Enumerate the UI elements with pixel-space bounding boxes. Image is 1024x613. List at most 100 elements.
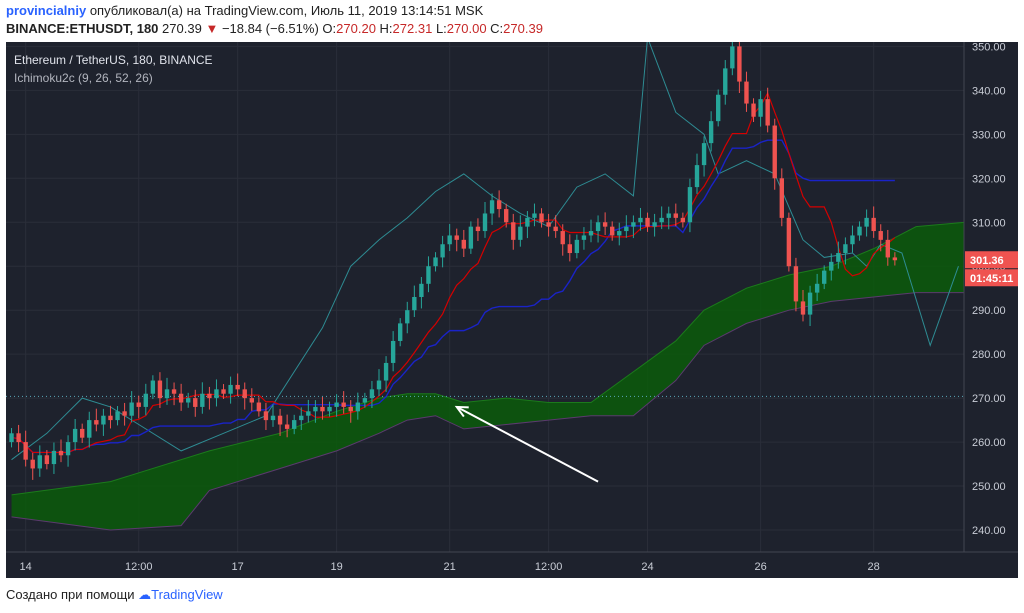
candle-body	[638, 217, 643, 223]
candle	[369, 380, 375, 409]
candle-body	[666, 213, 671, 218]
x-tick-label: 21	[444, 561, 456, 573]
candle-body	[390, 340, 396, 363]
candle-body	[200, 393, 205, 407]
candle-body	[454, 235, 459, 240]
legend-title: Ethereum / TetherUS, 180, BINANCE	[14, 53, 213, 67]
open-value: 270.20	[336, 21, 376, 36]
candle	[822, 265, 827, 290]
author-link[interactable]: provincialniy	[6, 3, 87, 18]
candle	[716, 89, 721, 127]
candle	[765, 87, 770, 133]
candle-body	[369, 389, 375, 399]
candle	[129, 391, 134, 423]
candle	[539, 208, 544, 228]
candle	[624, 215, 629, 238]
candle-body	[645, 217, 650, 227]
candle-body	[807, 292, 813, 315]
candle	[602, 212, 608, 236]
candle	[143, 383, 148, 416]
candle-body	[659, 217, 664, 223]
ichimoku-chart[interactable]: 240.00250.00260.00270.00280.00290.00300.…	[6, 34, 1018, 578]
candle-body	[16, 433, 21, 443]
candle-body	[150, 380, 156, 394]
candle	[461, 229, 466, 257]
y-tick-label: 250.00	[972, 481, 1006, 493]
candle	[652, 213, 657, 237]
candle-body	[758, 99, 763, 117]
candle	[171, 382, 177, 406]
candle	[440, 235, 445, 268]
chart-area[interactable]: 240.00250.00260.00270.00280.00290.00300.…	[6, 34, 1018, 578]
candle	[864, 209, 869, 237]
countdown-tag	[965, 269, 1018, 287]
candle	[588, 219, 594, 243]
candle	[772, 118, 777, 190]
candle	[723, 60, 728, 105]
candle	[51, 442, 57, 474]
candle	[150, 375, 156, 399]
candle-body	[87, 420, 92, 438]
candle	[525, 211, 530, 239]
candle-body	[800, 301, 806, 315]
candle-body	[624, 226, 629, 232]
candle	[737, 39, 742, 93]
candle-body	[673, 213, 678, 218]
candle-body	[617, 231, 622, 236]
candle	[405, 301, 410, 334]
candle	[447, 224, 452, 252]
x-tick-label: 12:00	[125, 561, 153, 573]
candle-body	[327, 406, 332, 412]
candle-body	[843, 244, 848, 254]
candle	[23, 430, 28, 467]
candle-body	[482, 213, 488, 232]
candle-body	[857, 226, 862, 236]
candle	[885, 229, 890, 266]
y-tick-label: 330.00	[972, 129, 1006, 141]
candle-body	[744, 81, 749, 104]
candle	[843, 237, 848, 265]
candle-body	[306, 411, 311, 416]
tradingview-brand-link[interactable]: TradingView	[151, 587, 223, 602]
x-tick-label: 28	[868, 561, 880, 573]
candle-body	[772, 125, 777, 179]
low-label: L:	[435, 21, 447, 36]
candle-body	[504, 209, 509, 223]
candle-body	[475, 226, 481, 232]
candle-body	[447, 235, 452, 245]
candle	[871, 206, 876, 238]
candle	[214, 379, 219, 407]
candle	[433, 252, 438, 272]
candle	[341, 391, 346, 414]
candle	[412, 285, 417, 318]
candle-body	[157, 380, 163, 399]
candle-body	[588, 231, 594, 236]
candle-body	[631, 222, 636, 227]
candle-body	[793, 266, 799, 302]
candle	[475, 218, 481, 241]
countdown-label: 01:45:11	[970, 273, 1013, 285]
candle-body	[737, 46, 742, 82]
candle-body	[355, 402, 360, 412]
candle-body	[51, 450, 57, 465]
symbol-label: BINANCE:ETHUSDT, 180	[6, 21, 159, 36]
y-tick-label: 320.00	[972, 173, 1006, 185]
candle-body	[723, 68, 728, 95]
candle-body	[708, 121, 714, 144]
candle	[249, 388, 254, 411]
candle-body	[511, 222, 516, 240]
candle	[292, 414, 297, 435]
candle-body	[341, 402, 346, 407]
close-value: 270.39	[503, 21, 543, 36]
x-tick-label: 24	[641, 561, 653, 573]
candle	[426, 256, 431, 293]
candle	[320, 397, 325, 420]
footer-text: Создано при помощи	[6, 587, 135, 602]
tenkan-sen	[11, 91, 896, 454]
candle-body	[878, 231, 883, 240]
tradingview-logo-icon[interactable]: ☁	[138, 587, 152, 602]
x-tick-label: 19	[330, 561, 342, 573]
candle-body	[94, 420, 99, 425]
candle	[327, 401, 332, 417]
publish-line: provincialniy опубликовал(а) на TradingV…	[6, 3, 483, 18]
